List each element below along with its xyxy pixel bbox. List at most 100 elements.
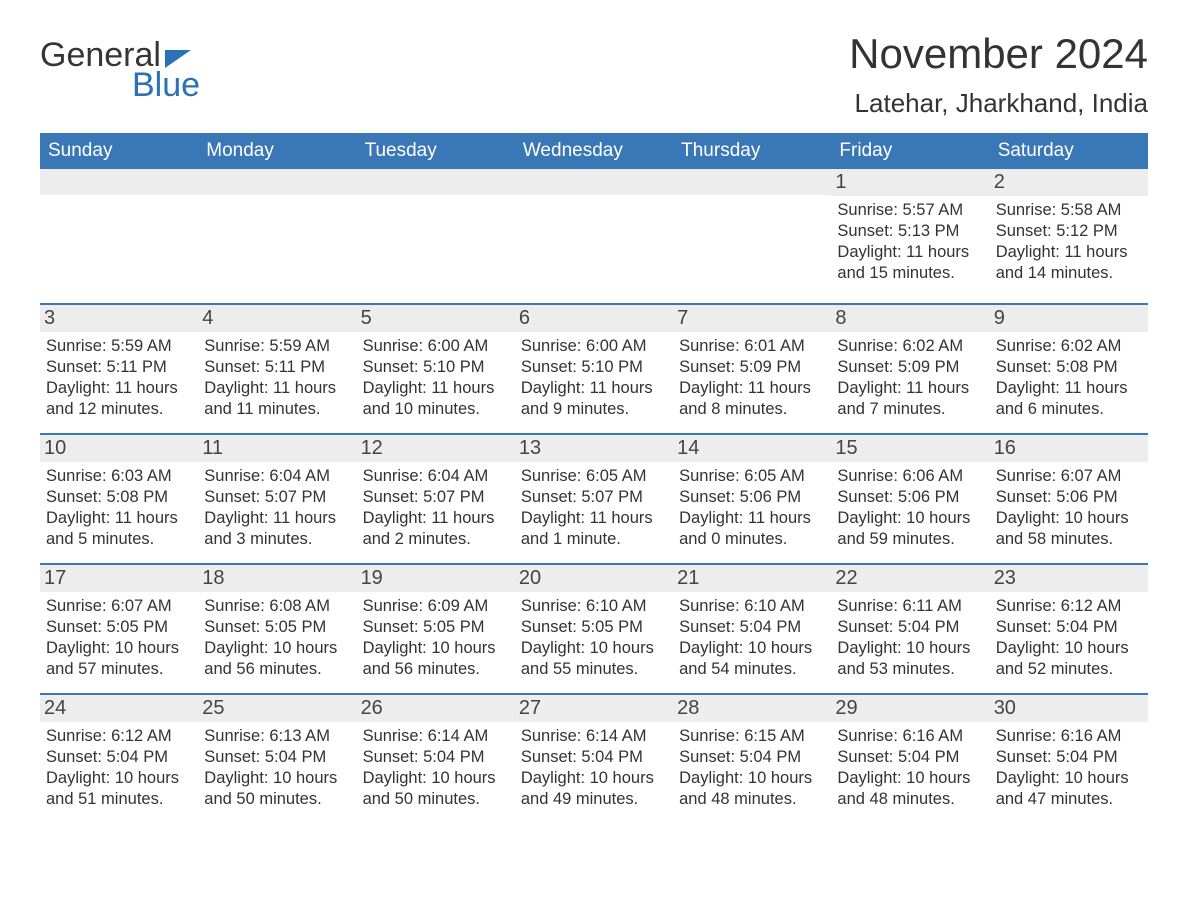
sunset-line: Sunset: 5:06 PM <box>996 487 1142 508</box>
sunset-line: Sunset: 5:07 PM <box>204 487 350 508</box>
day-number <box>198 169 356 195</box>
daylight-line: Daylight: 11 hours and 5 minutes. <box>46 508 192 550</box>
day-number: 20 <box>515 565 673 592</box>
day-number: 14 <box>673 435 831 462</box>
day-number: 23 <box>990 565 1148 592</box>
day-number: 8 <box>831 305 989 332</box>
daylight-line: Daylight: 11 hours and 6 minutes. <box>996 378 1142 420</box>
daylight-line: Daylight: 11 hours and 7 minutes. <box>837 378 983 420</box>
day-header: Saturday <box>990 133 1148 169</box>
day-number <box>357 169 515 195</box>
daylight-line: Daylight: 10 hours and 56 minutes. <box>204 638 350 680</box>
sunset-line: Sunset: 5:04 PM <box>679 617 825 638</box>
day-number: 21 <box>673 565 831 592</box>
day-number: 10 <box>40 435 198 462</box>
sunset-line: Sunset: 5:09 PM <box>679 357 825 378</box>
sunset-line: Sunset: 5:05 PM <box>521 617 667 638</box>
day-cell: 13Sunrise: 6:05 AMSunset: 5:07 PMDayligh… <box>515 435 673 563</box>
daylight-line: Daylight: 10 hours and 48 minutes. <box>837 768 983 810</box>
sunset-line: Sunset: 5:11 PM <box>46 357 192 378</box>
day-cell: 24Sunrise: 6:12 AMSunset: 5:04 PMDayligh… <box>40 695 198 823</box>
day-cell: 27 Sunrise: 6:14 AMSunset: 5:04 PMDayligh… <box>515 695 673 823</box>
day-number: 27 <box>515 695 673 722</box>
sunrise-line: Sunrise: 6:12 AM <box>996 596 1142 617</box>
day-number: 12 <box>357 435 515 462</box>
logo: General Blue <box>40 30 200 102</box>
sunrise-line: Sunrise: 6:14 AM <box>521 726 667 747</box>
sunrise-line: Sunrise: 6:15 AM <box>679 726 825 747</box>
sunset-line: Sunset: 5:11 PM <box>204 357 350 378</box>
day-number: 24 <box>40 695 198 722</box>
sunset-line: Sunset: 5:04 PM <box>837 617 983 638</box>
day-cell: 1Sunrise: 5:57 AMSunset: 5:13 PMDaylight… <box>831 169 989 303</box>
day-cell: 18Sunrise: 6:08 AMSunset: 5:05 PMDayligh… <box>198 565 356 693</box>
day-number: 18 <box>198 565 356 592</box>
sunset-line: Sunset: 5:08 PM <box>46 487 192 508</box>
day-cell <box>357 169 515 303</box>
sunset-line: Sunset: 5:04 PM <box>521 747 667 768</box>
sunrise-line: Sunrise: 6:13 AM <box>204 726 350 747</box>
day-number: 4 <box>198 305 356 332</box>
daylight-line: Daylight: 10 hours and 48 minutes. <box>679 768 825 810</box>
day-number <box>515 169 673 195</box>
day-cell: 12Sunrise: 6:04 AMSunset: 5:07 PMDayligh… <box>357 435 515 563</box>
month-title: November 2024 <box>849 30 1148 78</box>
day-cell: 23Sunrise: 6:12 AMSunset: 5:04 PMDayligh… <box>990 565 1148 693</box>
day-cell: 3Sunrise: 5:59 AMSunset: 5:11 PMDaylight… <box>40 305 198 433</box>
weeks-container: 1Sunrise: 5:57 AMSunset: 5:13 PMDaylight… <box>40 169 1148 823</box>
day-cell: 17Sunrise: 6:07 AMSunset: 5:05 PMDayligh… <box>40 565 198 693</box>
sunrise-line: Sunrise: 6:04 AM <box>363 466 509 487</box>
day-cell: 25Sunrise: 6:13 AMSunset: 5:04 PMDayligh… <box>198 695 356 823</box>
daylight-line: Daylight: 11 hours and 12 minutes. <box>46 378 192 420</box>
daylight-line: Daylight: 10 hours and 54 minutes. <box>679 638 825 680</box>
day-number: 13 <box>515 435 673 462</box>
sunset-line: Sunset: 5:07 PM <box>363 487 509 508</box>
day-number: 11 <box>198 435 356 462</box>
day-number: 29 <box>831 695 989 722</box>
day-cell: 16 Sunrise: 6:07 AMSunset: 5:06 PMDayligh… <box>990 435 1148 563</box>
daylight-line: Daylight: 11 hours and 3 minutes. <box>204 508 350 550</box>
sunrise-line: Sunrise: 6:06 AM <box>837 466 983 487</box>
sunset-line: Sunset: 5:04 PM <box>996 617 1142 638</box>
day-cell <box>40 169 198 303</box>
daylight-line: Daylight: 11 hours and 8 minutes. <box>679 378 825 420</box>
daylight-line: Daylight: 10 hours and 55 minutes. <box>521 638 667 680</box>
sunset-line: Sunset: 5:04 PM <box>837 747 983 768</box>
day-header-row: SundayMondayTuesdayWednesdayThursdayFrid… <box>40 133 1148 169</box>
daylight-line: Daylight: 11 hours and 14 minutes. <box>996 242 1142 284</box>
day-number: 16 <box>990 435 1148 462</box>
day-number: 9 <box>990 305 1148 332</box>
sunset-line: Sunset: 5:05 PM <box>363 617 509 638</box>
daylight-line: Daylight: 10 hours and 50 minutes. <box>204 768 350 810</box>
daylight-line: Daylight: 10 hours and 58 minutes. <box>996 508 1142 550</box>
sunset-line: Sunset: 5:05 PM <box>204 617 350 638</box>
daylight-line: Daylight: 10 hours and 59 minutes. <box>837 508 983 550</box>
daylight-line: Daylight: 10 hours and 50 minutes. <box>363 768 509 810</box>
daylight-line: Daylight: 11 hours and 9 minutes. <box>521 378 667 420</box>
logo-triangle-icon <box>165 50 191 68</box>
day-number: 2 <box>990 169 1148 196</box>
day-header: Thursday <box>673 133 831 169</box>
day-number: 19 <box>357 565 515 592</box>
sunset-line: Sunset: 5:10 PM <box>521 357 667 378</box>
sunrise-line: Sunrise: 5:57 AM <box>837 200 983 221</box>
sunrise-line: Sunrise: 6:07 AM <box>996 466 1142 487</box>
day-cell <box>515 169 673 303</box>
day-cell <box>198 169 356 303</box>
sunset-line: Sunset: 5:05 PM <box>46 617 192 638</box>
day-cell: 22Sunrise: 6:11 AMSunset: 5:04 PMDayligh… <box>831 565 989 693</box>
day-cell: 19Sunrise: 6:09 AMSunset: 5:05 PMDayligh… <box>357 565 515 693</box>
sunrise-line: Sunrise: 6:00 AM <box>363 336 509 357</box>
sunset-line: Sunset: 5:06 PM <box>837 487 983 508</box>
day-cell: 20Sunrise: 6:10 AMSunset: 5:05 PMDayligh… <box>515 565 673 693</box>
logo-line1: General <box>40 38 200 72</box>
sunset-line: Sunset: 5:04 PM <box>363 747 509 768</box>
week-row: 10Sunrise: 6:03 AMSunset: 5:08 PMDayligh… <box>40 433 1148 563</box>
day-number: 30 <box>990 695 1148 722</box>
sunset-line: Sunset: 5:12 PM <box>996 221 1142 242</box>
week-row: 3Sunrise: 5:59 AMSunset: 5:11 PMDaylight… <box>40 303 1148 433</box>
day-number: 6 <box>515 305 673 332</box>
sunrise-line: Sunrise: 5:58 AM <box>996 200 1142 221</box>
week-row: 1Sunrise: 5:57 AMSunset: 5:13 PMDaylight… <box>40 169 1148 303</box>
daylight-line: Daylight: 10 hours and 49 minutes. <box>521 768 667 810</box>
